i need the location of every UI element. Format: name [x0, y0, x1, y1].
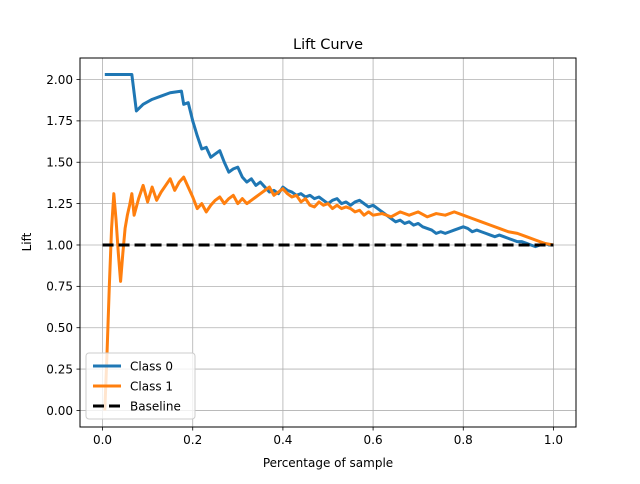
x-tick-label: 0.4: [273, 433, 292, 447]
legend-box: [85, 352, 196, 420]
y-tick-label: 0.75: [46, 280, 73, 294]
y-tick-label: 1.50: [46, 156, 73, 170]
legend: Class 0 Class 1 Baseline: [85, 352, 196, 420]
plot-area-frame: [79, 57, 577, 428]
y-tick-label: 0.00: [46, 404, 73, 418]
legend-label: Baseline: [130, 399, 181, 413]
chart-title: Lift Curve: [293, 37, 363, 53]
legend-label: Class 0: [130, 359, 173, 373]
y-axis-ticks: 0.00 0.25 0.50 0.75 1.00 1.25 1.50 1.75 2.00: [46, 73, 80, 418]
y-tick-label: 1.25: [46, 197, 73, 211]
x-tick-label: 0.0: [93, 433, 112, 447]
y-axis-label: Lift: [20, 232, 34, 251]
x-tick-label: 0.6: [364, 433, 383, 447]
y-tick-label: 1.00: [46, 238, 73, 252]
x-tick-label: 0.2: [183, 433, 202, 447]
x-tick-label: 1.0: [544, 433, 563, 447]
y-tick-label: 0.25: [46, 362, 73, 376]
series-line-class-1: [103, 175, 554, 411]
series-line-class-0: [104, 73, 554, 249]
y-tick-label: 0.50: [46, 321, 73, 335]
x-tick-label: 0.8: [454, 433, 473, 447]
series-layer: [102, 73, 554, 411]
legend-label: Class 1: [130, 379, 173, 393]
x-axis-ticks: 0.0 0.2 0.4 0.6 0.8 1.0: [93, 427, 563, 447]
x-axis-label: Percentage of sample: [263, 456, 393, 470]
y-tick-label: 2.00: [46, 73, 73, 87]
y-tick-label: 1.75: [46, 114, 73, 128]
